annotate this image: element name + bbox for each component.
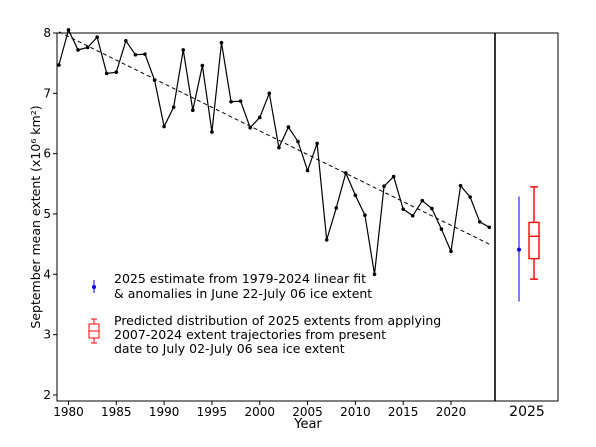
y-tick-label: 4 [43, 267, 51, 281]
data-point-1989 [152, 78, 157, 82]
data-point-2017 [420, 198, 425, 203]
forecast-2025-panel: 2025 [509, 186, 545, 420]
data-point-2015 [401, 207, 405, 211]
data-point-1999 [248, 125, 252, 130]
y-tick-label: 2 [43, 388, 51, 402]
series-line [58, 28, 490, 275]
data-point-2021 [458, 183, 463, 188]
legend-entry-distribution-line-1: Predicted distribution of 2025 extents f… [114, 313, 441, 328]
data-point-1997 [229, 99, 233, 104]
data-point-2011 [363, 213, 367, 217]
y-tick-label: 5 [43, 207, 51, 221]
estimate-point [517, 247, 521, 252]
data-point-2014 [391, 174, 396, 179]
data-point-2004 [296, 139, 300, 144]
data-point-1998 [238, 99, 243, 103]
data-point-2012 [372, 272, 377, 277]
trend-line [58, 31, 490, 245]
data-point-2006 [315, 141, 319, 146]
box-iqr [528, 221, 540, 260]
x-tick-label: 2000 [244, 405, 275, 419]
data-point-1995 [210, 130, 214, 134]
data-point-1988 [143, 52, 147, 56]
data-point-2002 [277, 145, 281, 150]
x-tick-label: 1990 [149, 405, 180, 419]
forecast-tick-label: 2025 [509, 404, 545, 420]
data-point-2007 [324, 238, 329, 242]
forecast-panel-frame [494, 32, 559, 402]
x-tick-label: 2020 [436, 405, 467, 419]
data-point-2020 [449, 249, 453, 254]
x-tick-label: 2015 [388, 405, 419, 419]
data-point-2000 [257, 115, 262, 120]
data-point-1981 [76, 48, 80, 52]
legend-entry-estimate-symbol [92, 280, 96, 293]
legend-entry-estimate-line-1: 2025 estimate from 1979-2024 linear fit [114, 271, 366, 286]
data-point-1990 [162, 124, 166, 129]
data-point-2018 [430, 206, 434, 211]
x-tick-label: 2005 [292, 405, 323, 419]
x-axis-ticks: 1980 1985 1990 1995 2000 2005 2010 2015 2020 [53, 401, 466, 419]
data-point-1984 [104, 71, 109, 76]
data-point-1986 [124, 39, 128, 43]
data-point-2022 [468, 195, 472, 199]
data-point-1993 [190, 108, 195, 113]
data-point-2023 [477, 220, 482, 224]
x-tick-label: 2010 [340, 405, 371, 419]
data-point-2016 [410, 213, 415, 218]
data-point-2019 [439, 227, 444, 231]
legend-entry-distribution-line-3: date to July 02-July 06 sea ice extent [114, 341, 345, 356]
data-point-1979 [57, 63, 61, 67]
data-point-1996 [219, 40, 224, 45]
data-point-2001 [267, 91, 272, 96]
y-tick-label: 3 [43, 328, 51, 342]
data-point-1983 [95, 35, 99, 40]
data-point-1994 [200, 63, 205, 68]
data-point-2003 [286, 125, 291, 129]
data-point-1991 [171, 105, 176, 110]
y-axis-ticks: 2 3 4 5 6 7 8 [43, 26, 57, 402]
data-point-2009 [344, 171, 348, 175]
x-tick-label: 1995 [197, 405, 228, 419]
x-tick-label: 1980 [53, 405, 84, 419]
data-point-1982 [85, 45, 90, 50]
data-point-1992 [181, 48, 186, 52]
legend-entry-distribution-symbol [88, 318, 100, 344]
x-tick-label: 1985 [101, 405, 132, 419]
data-point-2008 [334, 206, 339, 210]
y-tick-label: 6 [43, 147, 51, 161]
data-point-1987 [133, 52, 138, 57]
y-tick-label: 8 [43, 26, 51, 40]
y-axis-label: September mean extent (x10⁶ km²) [28, 105, 43, 328]
data-point-1985 [114, 70, 119, 75]
legend-entry-distribution-line-2: 2007-2024 extent trajectories from prese… [114, 327, 386, 342]
data-point-2024 [487, 225, 492, 230]
data-point-2005 [305, 168, 310, 173]
main-plot-panel [57, 28, 492, 277]
data-point-1980 [66, 28, 71, 32]
y-tick-label: 7 [43, 86, 51, 100]
legend-entry-estimate-line-2: & anomalies in June 22-July 06 ice exten… [114, 286, 372, 301]
x-axis-label: Year [293, 417, 322, 432]
data-point-2010 [353, 193, 358, 198]
legend: 2025 estimate from 1979-2024 linear fit … [88, 271, 441, 356]
data-point-2013 [382, 184, 386, 189]
